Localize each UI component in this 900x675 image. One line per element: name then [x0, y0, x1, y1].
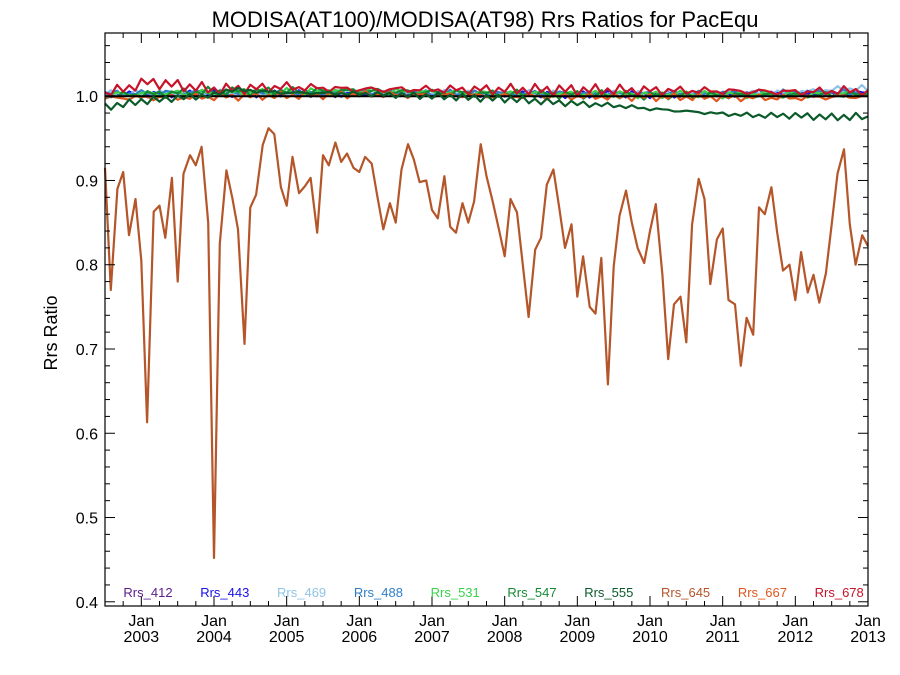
y-tick-label: 0.6 — [76, 426, 98, 443]
y-tick-label: 0.9 — [76, 173, 98, 190]
x-tick-year: 2013 — [850, 629, 886, 646]
x-tick-year: 2009 — [560, 629, 596, 646]
x-tick-month: Jan — [710, 613, 736, 630]
x-tick-month: Jan — [855, 613, 881, 630]
legend-entry-rrs-678: Rrs_678 — [815, 585, 864, 600]
series-line-rrs-547 — [104, 85, 869, 101]
y-tick-label: 1.0 — [76, 89, 98, 106]
y-axis-label: Rrs Ratio — [41, 295, 61, 370]
legend-entry-rrs-667: Rrs_667 — [738, 585, 787, 600]
x-tick-month: Jan — [274, 613, 300, 630]
legend-entry-rrs-443: Rrs_443 — [200, 585, 249, 600]
x-tick-year: 2008 — [487, 629, 523, 646]
series-line-rrs-645 — [103, 127, 869, 560]
x-tick-year: 2012 — [778, 629, 814, 646]
legend: Rrs_412 Rrs_443 Rrs_469 Rrs_488 Rrs_531 Rrs_5… — [123, 585, 863, 600]
legend-entry-rrs-412: Rrs_412 — [123, 585, 172, 600]
series-line-rrs-667 — [104, 89, 869, 103]
x-tick-month: Jan — [419, 613, 445, 630]
x-tick-month: Jan — [782, 613, 808, 630]
y-axis-ticks: 0.4 0.5 0.6 0.7 0.8 0.9 1.0 — [76, 45, 868, 612]
legend-entry-rrs-547: Rrs_547 — [507, 585, 556, 600]
x-tick-year: 2007 — [414, 629, 450, 646]
plot-lines — [103, 77, 869, 560]
y-tick-label: 0.7 — [76, 342, 98, 359]
legend-entry-rrs-469: Rrs_469 — [277, 585, 326, 600]
y-tick-label: 0.4 — [76, 595, 98, 612]
series-line-rrs-555 — [104, 86, 869, 122]
legend-entry-rrs-645: Rrs_645 — [661, 585, 710, 600]
x-tick-year: 2004 — [196, 629, 232, 646]
x-tick-year: 2005 — [269, 629, 305, 646]
x-tick-year: 2006 — [342, 629, 378, 646]
chart-title: MODISA(AT100)/MODISA(AT98) Rrs Ratios fo… — [212, 7, 759, 32]
x-tick-month: Jan — [201, 613, 227, 630]
legend-entry-rrs-531: Rrs_531 — [431, 585, 480, 600]
y-tick-label: 0.5 — [76, 511, 98, 528]
x-tick-month: Jan — [492, 613, 518, 630]
legend-entry-rrs-555: Rrs_555 — [584, 585, 633, 600]
x-tick-month: Jan — [128, 613, 154, 630]
x-axis-ticks: Jan2003Jan2004Jan2005Jan2006Jan2007Jan20… — [104, 33, 886, 646]
y-tick-label: 0.8 — [76, 258, 98, 275]
x-tick-month: Jan — [564, 613, 590, 630]
x-tick-month: Jan — [346, 613, 372, 630]
x-tick-year: 2011 — [705, 629, 740, 646]
x-tick-year: 2010 — [632, 629, 668, 646]
x-tick-year: 2003 — [124, 629, 160, 646]
x-tick-month: Jan — [637, 613, 663, 630]
legend-entry-rrs-488: Rrs_488 — [354, 585, 403, 600]
